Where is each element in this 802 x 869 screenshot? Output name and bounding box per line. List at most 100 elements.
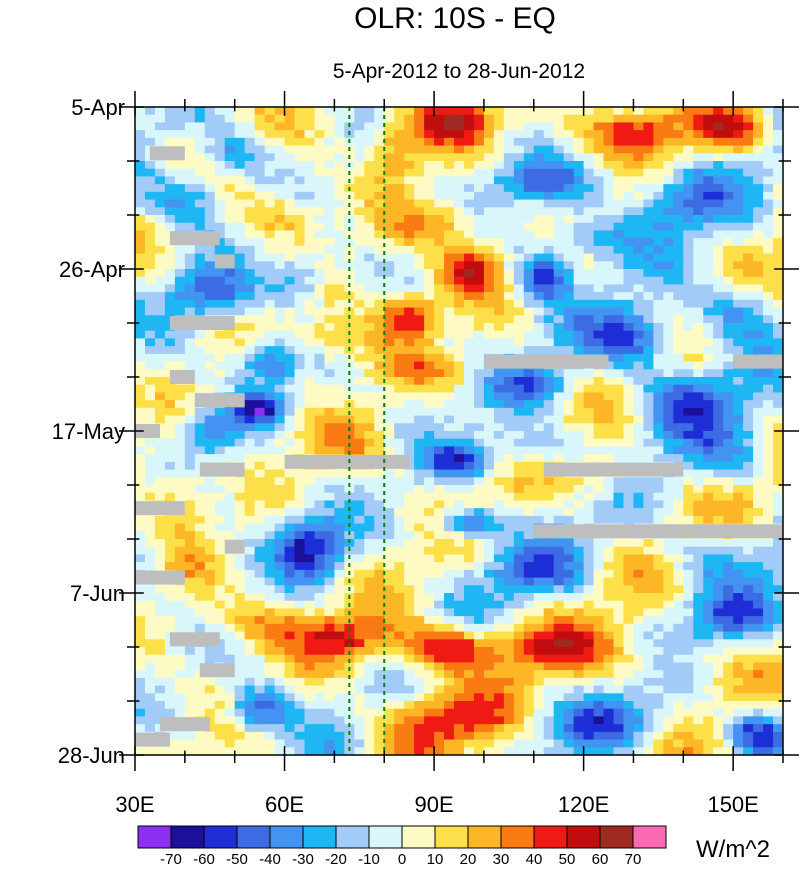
field-cell xyxy=(493,600,505,610)
field-cell xyxy=(743,677,754,687)
field-cell xyxy=(384,222,395,232)
field-cell xyxy=(254,654,266,664)
field-cell xyxy=(354,215,365,224)
field-cell xyxy=(473,168,485,178)
field-cell xyxy=(693,431,704,440)
field-cell xyxy=(444,554,455,563)
field-cell xyxy=(224,122,236,131)
field-cell xyxy=(194,377,206,386)
field-cell xyxy=(144,253,156,262)
field-cell xyxy=(154,361,166,370)
field-cell xyxy=(773,276,783,286)
field-cell xyxy=(613,145,625,154)
field-cell xyxy=(284,384,296,394)
field-cell xyxy=(693,338,704,347)
field-cell xyxy=(593,670,605,679)
field-cell xyxy=(184,508,196,517)
field-cell xyxy=(743,562,754,571)
field-cell xyxy=(154,230,166,239)
field-cell xyxy=(683,693,694,702)
field-cell xyxy=(493,230,505,239)
field-cell xyxy=(384,292,395,301)
field-cell xyxy=(144,107,156,116)
field-cell xyxy=(174,677,186,687)
field-cell xyxy=(264,292,276,301)
field-cell xyxy=(513,515,525,525)
field-cell xyxy=(334,222,345,232)
field-cell xyxy=(633,608,645,617)
field-cell xyxy=(703,107,714,116)
field-cell xyxy=(723,392,734,401)
field-cell xyxy=(234,299,246,309)
field-cell xyxy=(424,284,435,293)
field-cell xyxy=(264,662,276,671)
field-cell xyxy=(414,292,425,301)
field-cell xyxy=(473,485,485,494)
field-cell xyxy=(753,299,764,309)
field-cell xyxy=(743,438,754,448)
field-cell xyxy=(364,122,375,131)
field-cell xyxy=(224,677,236,687)
field-cell xyxy=(304,585,316,594)
field-cell xyxy=(613,423,625,432)
field-cell xyxy=(224,346,236,355)
field-cell xyxy=(693,469,704,478)
field-cell xyxy=(444,600,455,610)
field-cell xyxy=(773,299,783,309)
field-cell xyxy=(284,662,296,671)
field-cell xyxy=(274,168,286,178)
field-cell xyxy=(733,438,744,448)
field-cell xyxy=(154,631,166,640)
field-cell xyxy=(603,315,615,324)
field-cell xyxy=(154,353,166,363)
field-cell xyxy=(324,492,335,502)
field-cell xyxy=(543,477,555,486)
field-cell xyxy=(553,585,565,594)
field-cell xyxy=(653,230,664,239)
field-cell xyxy=(394,562,405,571)
field-cell xyxy=(503,600,515,610)
field-cell xyxy=(454,245,465,255)
field-cell xyxy=(374,569,385,579)
field-cell xyxy=(513,276,525,286)
field-cell xyxy=(763,191,774,201)
field-cell xyxy=(294,485,306,494)
field-cell xyxy=(254,184,266,193)
field-cell xyxy=(384,623,395,633)
field-cell xyxy=(434,384,445,394)
field-cell xyxy=(553,654,565,664)
field-cell xyxy=(414,307,425,316)
field-cell xyxy=(254,593,266,602)
field-cell xyxy=(394,377,405,386)
field-cell xyxy=(583,693,595,702)
field-cell xyxy=(284,338,296,347)
field-cell xyxy=(135,168,146,178)
field-cell xyxy=(384,677,395,687)
field-cell xyxy=(434,299,445,309)
field-cell xyxy=(503,593,515,602)
field-cell xyxy=(354,168,365,178)
field-cell xyxy=(673,137,684,147)
field-cell xyxy=(354,415,365,424)
field-cell xyxy=(733,400,744,409)
field-cell xyxy=(703,330,714,340)
field-cell xyxy=(473,284,485,293)
field-cell xyxy=(493,107,505,116)
field-cell xyxy=(723,269,734,278)
field-cell xyxy=(583,654,595,664)
field-cell xyxy=(354,562,365,571)
field-cell xyxy=(553,546,565,556)
field-cell xyxy=(164,423,176,432)
field-cell xyxy=(374,114,385,124)
field-cell xyxy=(533,500,545,509)
field-cell xyxy=(503,261,515,270)
field-cell xyxy=(194,585,206,594)
field-cell xyxy=(463,377,475,386)
field-cell xyxy=(473,492,485,502)
field-cell xyxy=(424,276,435,286)
field-cell xyxy=(603,485,615,494)
field-cell xyxy=(523,338,535,347)
field-cell xyxy=(194,554,206,563)
field-cell xyxy=(713,639,724,648)
field-cell xyxy=(683,137,694,147)
